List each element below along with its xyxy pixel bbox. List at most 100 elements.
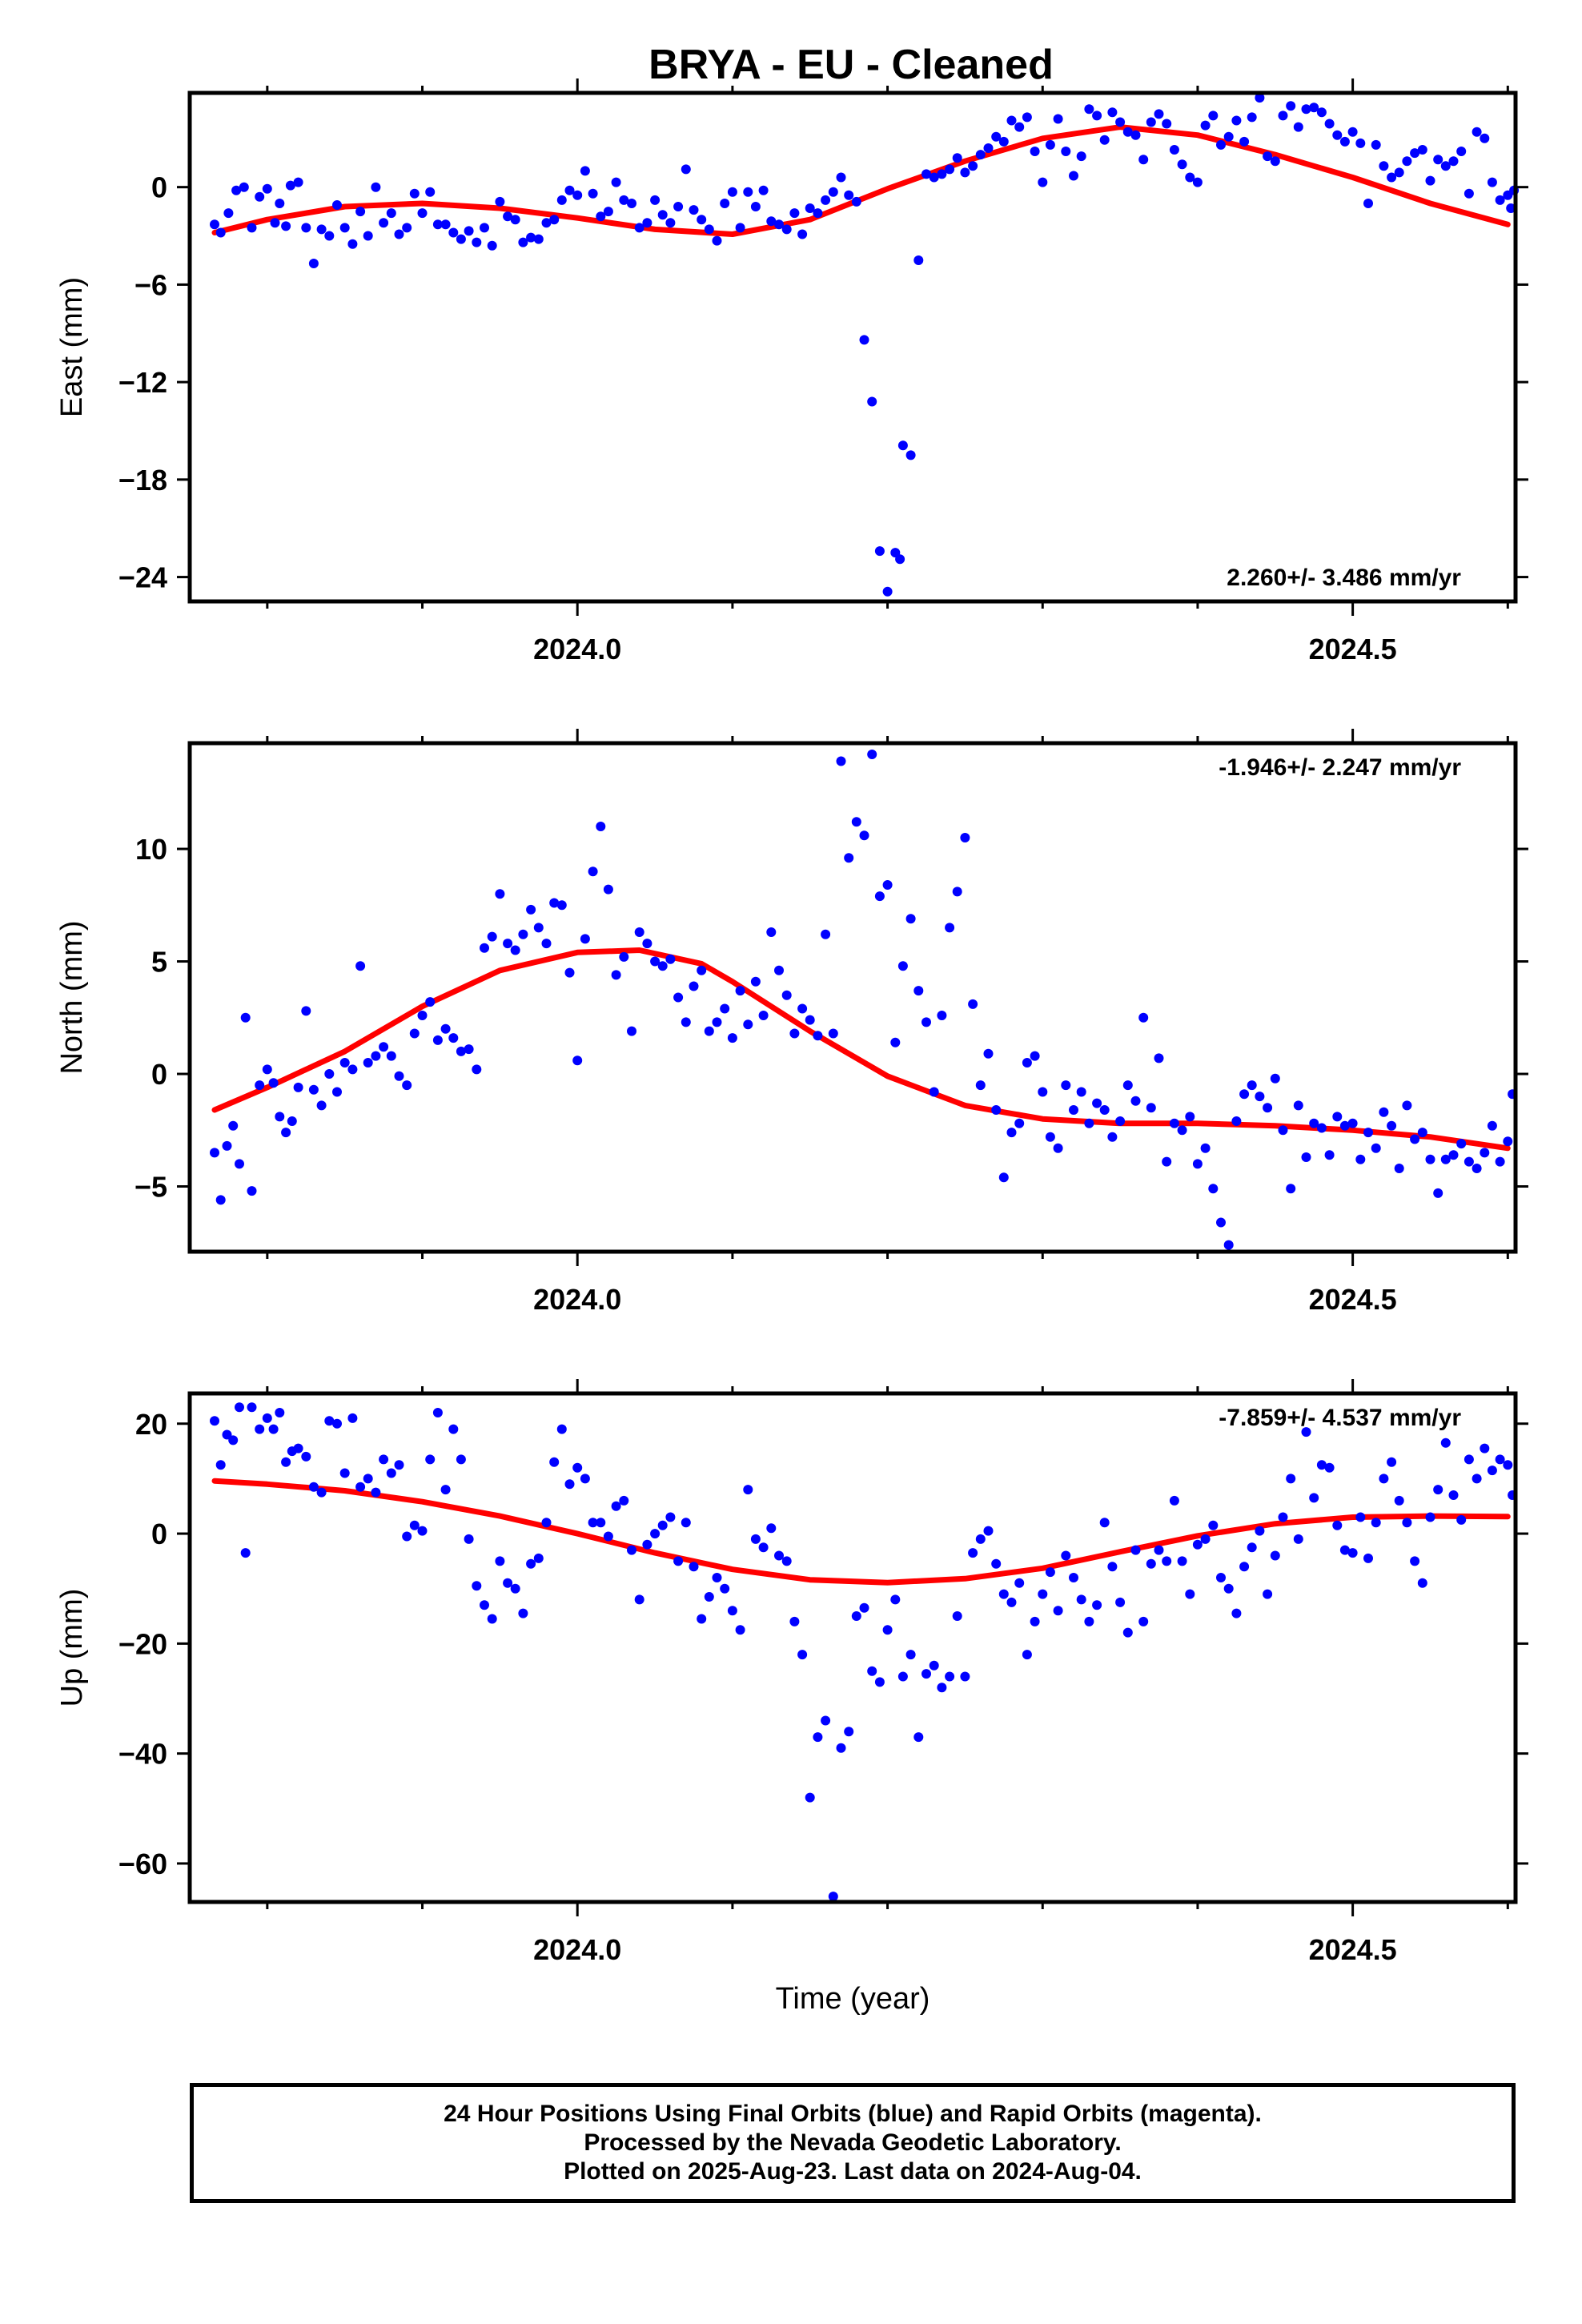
- data-point: [1371, 1143, 1381, 1153]
- data-point: [929, 1087, 939, 1097]
- data-point: [1122, 127, 1133, 137]
- fit-curve: [211, 947, 1511, 1152]
- data-point: [1014, 1578, 1025, 1588]
- data-point: [222, 1429, 232, 1440]
- data-point: [774, 219, 784, 230]
- data-point: [324, 1416, 335, 1426]
- data-point: [929, 172, 939, 183]
- data-point: [549, 215, 560, 225]
- data-point: [464, 1044, 474, 1055]
- data-point: [1495, 1156, 1505, 1167]
- data-point: [541, 1518, 552, 1528]
- data-point: [432, 219, 443, 230]
- data-point: [913, 255, 924, 265]
- data-point: [913, 1732, 924, 1743]
- data-point: [235, 1402, 244, 1413]
- data-point: [821, 929, 831, 939]
- data-point: [805, 1015, 815, 1025]
- data-point: [1122, 1627, 1133, 1638]
- data-point: [518, 929, 528, 939]
- data-point: [766, 216, 777, 227]
- data-point: [533, 923, 544, 933]
- x-tick-label: 2024.5: [1309, 1933, 1397, 1966]
- data-point: [1053, 1606, 1063, 1616]
- data-point: [1263, 1103, 1273, 1113]
- data-point: [851, 817, 861, 827]
- data-point: [394, 229, 404, 239]
- data-point: [603, 884, 613, 895]
- data-point: [1503, 1460, 1513, 1470]
- data-point: [533, 234, 544, 244]
- data-point: [510, 215, 520, 225]
- data-point: [386, 1051, 396, 1061]
- data-point: [681, 1518, 691, 1528]
- data-point: [983, 1526, 994, 1536]
- data-point: [1309, 103, 1319, 113]
- data-point: [1324, 1462, 1335, 1473]
- data-point: [1379, 1474, 1389, 1484]
- data-point: [456, 234, 466, 244]
- data-point: [750, 976, 761, 987]
- data-point: [1440, 1437, 1451, 1448]
- data-point: [1231, 115, 1242, 126]
- data-point: [712, 235, 722, 246]
- data-point: [1402, 1100, 1412, 1111]
- data-point: [541, 939, 552, 949]
- data-point: [1006, 115, 1017, 126]
- data-point: [247, 223, 257, 233]
- data-point: [480, 943, 489, 953]
- data-point: [417, 208, 428, 219]
- data-point: [1169, 145, 1179, 155]
- data-point: [1122, 1080, 1133, 1091]
- data-point: [665, 218, 676, 228]
- data-point: [1347, 1118, 1358, 1128]
- data-point: [766, 1523, 777, 1534]
- data-point: [1301, 104, 1311, 115]
- data-point: [1255, 1526, 1265, 1536]
- data-point: [1092, 1600, 1102, 1610]
- data-point: [268, 1424, 279, 1434]
- data-point: [1099, 1105, 1110, 1115]
- caption-line-2: Processed by the Nevada Geodetic Laborat…: [584, 2129, 1122, 2156]
- data-point: [1324, 119, 1335, 129]
- data-point: [379, 1454, 389, 1465]
- data-point: [968, 999, 978, 1009]
- data-point: [281, 1457, 291, 1467]
- y-tick-label: −60: [118, 1848, 167, 1880]
- data-point: [642, 1539, 652, 1550]
- data-point: [1115, 1597, 1126, 1607]
- data-point: [821, 195, 831, 205]
- data-point: [727, 187, 737, 197]
- data-point: [270, 218, 280, 228]
- data-point: [1402, 156, 1412, 167]
- data-point: [1324, 1150, 1335, 1160]
- data-point: [1154, 1545, 1164, 1555]
- data-point: [1247, 1542, 1257, 1553]
- data-point: [293, 177, 303, 187]
- data-point: [797, 1003, 808, 1014]
- data-point: [921, 1669, 931, 1679]
- data-point: [549, 1457, 560, 1467]
- data-point: [440, 1485, 451, 1495]
- data-point: [735, 1625, 745, 1635]
- data-point: [480, 223, 489, 233]
- data-point: [363, 1474, 373, 1484]
- y-axis-label: North (mm): [55, 920, 89, 1074]
- data-point: [627, 199, 636, 208]
- data-point: [275, 199, 285, 208]
- data-point: [797, 1650, 808, 1660]
- data-point: [379, 1042, 389, 1052]
- data-point: [1402, 1518, 1412, 1528]
- data-point: [789, 1616, 800, 1626]
- data-point: [1208, 1184, 1219, 1194]
- data-point: [697, 1614, 707, 1624]
- data-point: [1339, 1545, 1350, 1555]
- data-point: [1347, 127, 1358, 137]
- data-point: [750, 202, 761, 211]
- data-point: [495, 1556, 505, 1566]
- data-point: [828, 1028, 838, 1039]
- data-point: [1045, 1132, 1055, 1142]
- data-point: [1263, 151, 1273, 162]
- data-point: [510, 945, 520, 955]
- data-point: [1022, 112, 1032, 123]
